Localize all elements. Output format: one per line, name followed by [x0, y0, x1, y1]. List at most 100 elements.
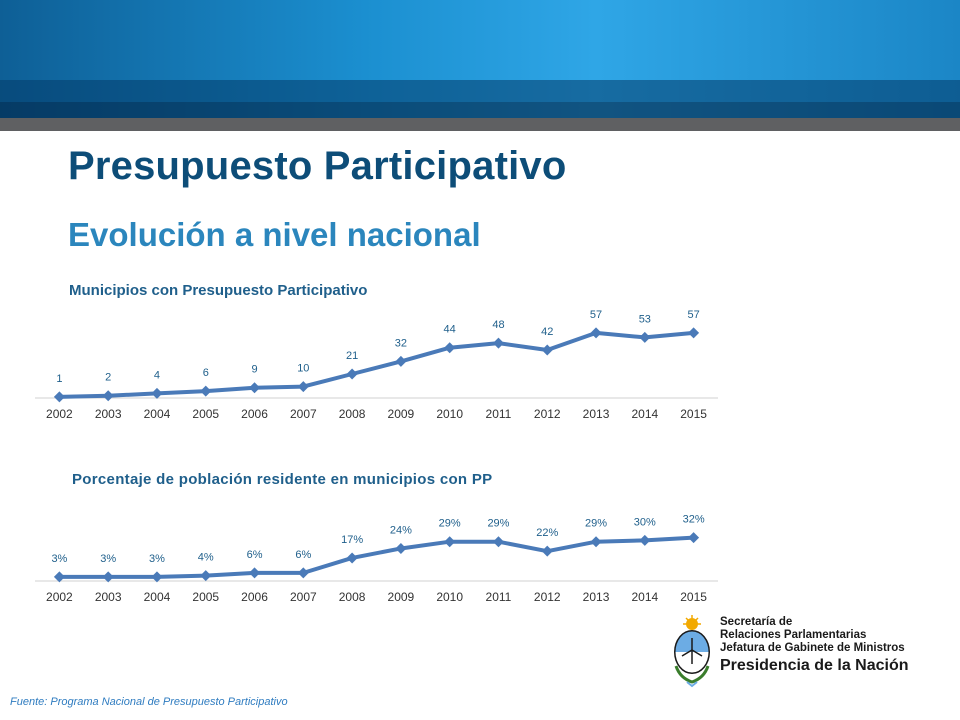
municipios-data-point [590, 327, 602, 339]
municipios-x-tick-label: 2002 [46, 407, 73, 421]
municipios-x-tick-label: 2012 [534, 407, 561, 421]
municipios-data-label: 44 [444, 324, 456, 336]
poblacion-x-tick-label: 2005 [192, 590, 219, 604]
poblacion-data-label: 30% [634, 516, 656, 528]
poblacion-data-point [151, 571, 163, 583]
poblacion-data-point [590, 536, 602, 548]
logo-text: Secretaría de Relaciones Parlamentarias … [720, 616, 909, 675]
municipios-data-point [346, 368, 358, 380]
page-title: Presupuesto Participativo [68, 144, 567, 188]
poblacion-data-point [346, 552, 358, 564]
poblacion-series-line [59, 535, 694, 579]
poblacion-x-tick-label: 2010 [436, 590, 463, 604]
municipios-data-label: 1 [56, 373, 62, 385]
municipios-x-tick-label: 2013 [583, 407, 610, 421]
poblacion-data-label: 32% [683, 514, 705, 526]
municipios-data-label: 10 [297, 363, 309, 375]
poblacion-x-tick-label: 2013 [583, 590, 610, 604]
municipios-series-line [59, 330, 694, 399]
poblacion-x-tick-label: 2003 [95, 590, 122, 604]
municipios-data-label: 32 [395, 337, 407, 349]
poblacion-data-label: 17% [341, 534, 363, 546]
poblacion-x-tick-label: 2002 [46, 590, 73, 604]
municipios-x-tick-label: 2015 [680, 407, 707, 421]
municipios-data-label: 57 [687, 309, 699, 321]
municipios-x-tick-label: 2008 [339, 407, 366, 421]
line-chart-municipios: 2002 2003 2004 2005 2006 2007 2008 2009 2010 2011… [35, 309, 718, 421]
poblacion-x-tick-label: 2012 [534, 590, 561, 604]
poblacion-data-label: 3% [100, 553, 116, 565]
escudo-icon [674, 615, 710, 688]
poblacion-data-point [639, 534, 651, 546]
poblacion-x-tick-label: 2011 [486, 590, 512, 604]
line-chart-poblacion: 2002 2003 2004 2005 2006 2007 2008 2009 2010 2011… [35, 514, 718, 604]
logo-line-jefatura: Jefatura de Gabinete de Ministros [720, 642, 905, 654]
municipios-data-point [688, 327, 700, 339]
poblacion-data-label: 4% [198, 552, 214, 564]
poblacion-data-point [541, 545, 553, 557]
municipios-data-label: 2 [105, 372, 111, 384]
poblacion-x-tick-label: 2009 [388, 590, 415, 604]
municipios-data-label: 48 [492, 319, 504, 331]
logo-line-relaciones: Relaciones Parlamentarias [720, 629, 867, 641]
poblacion-data-label: 24% [390, 524, 412, 536]
header-divider [0, 118, 960, 131]
municipios-data-point [395, 355, 407, 367]
poblacion-x-tick-label: 2015 [680, 590, 707, 604]
municipios-data-point [53, 391, 65, 403]
municipios-x-tick-label: 2014 [631, 407, 658, 421]
poblacion-data-point [444, 536, 456, 548]
municipios-data-point [151, 387, 163, 399]
poblacion-data-label: 3% [149, 553, 165, 565]
poblacion-data-point [102, 571, 114, 583]
municipios-data-point [102, 390, 114, 402]
poblacion-data-label: 6% [295, 549, 311, 561]
municipios-data-label: 21 [346, 350, 358, 362]
municipios-data-point [639, 331, 651, 343]
poblacion-x-tick-label: 2007 [290, 590, 317, 604]
chart-title-poblacion: Porcentaje de población residente en mun… [72, 471, 493, 488]
municipios-data-label: 4 [154, 369, 160, 381]
municipios-data-point [249, 382, 261, 394]
banner-stripe-dark [0, 102, 960, 118]
poblacion-data-label: 3% [51, 553, 67, 565]
poblacion-data-label: 22% [536, 527, 558, 539]
municipios-data-point [541, 344, 553, 356]
municipios-x-tick-label: 2011 [486, 407, 512, 421]
poblacion-data-point [200, 570, 212, 582]
header-banner [0, 0, 960, 118]
poblacion-data-point [53, 571, 65, 583]
banner-stripe [0, 80, 960, 102]
municipios-x-tick-label: 2004 [144, 407, 171, 421]
municipios-data-point [492, 337, 504, 349]
poblacion-data-point [688, 532, 700, 544]
poblacion-data-label: 29% [487, 518, 509, 530]
page-subtitle: Evolución a nivel nacional [68, 216, 481, 253]
municipios-x-tick-label: 2010 [436, 407, 463, 421]
poblacion-x-tick-label: 2008 [339, 590, 366, 604]
chart-title-municipios: Municipios con Presupuesto Participativo [69, 282, 368, 299]
poblacion-data-point [492, 536, 504, 548]
municipios-data-label: 57 [590, 309, 602, 321]
municipios-data-label: 6 [203, 367, 209, 379]
poblacion-x-tick-label: 2006 [241, 590, 268, 604]
poblacion-data-label: 29% [585, 518, 607, 530]
presidencia-logo: Secretaría de Relaciones Parlamentarias … [670, 614, 920, 694]
municipios-data-label: 42 [541, 326, 553, 338]
poblacion-data-label: 6% [247, 549, 263, 561]
source-note: Fuente: Programa Nacional de Presupuesto… [10, 696, 288, 708]
poblacion-x-tick-label: 2004 [144, 590, 171, 604]
municipios-data-label: 9 [251, 364, 257, 376]
municipios-x-tick-label: 2006 [241, 407, 268, 421]
poblacion-data-point [249, 567, 261, 579]
municipios-x-tick-label: 2005 [192, 407, 219, 421]
municipios-x-tick-label: 2009 [388, 407, 415, 421]
poblacion-data-label: 29% [439, 518, 461, 530]
municipios-x-tick-label: 2007 [290, 407, 317, 421]
logo-line-presidencia: Presidencia de la Nación [720, 657, 909, 674]
municipios-data-label: 53 [639, 313, 651, 325]
municipios-x-tick-label: 2003 [95, 407, 122, 421]
poblacion-data-point [297, 567, 309, 579]
municipios-data-point [444, 342, 456, 354]
logo-line-secretaria: Secretaría de [720, 616, 793, 628]
